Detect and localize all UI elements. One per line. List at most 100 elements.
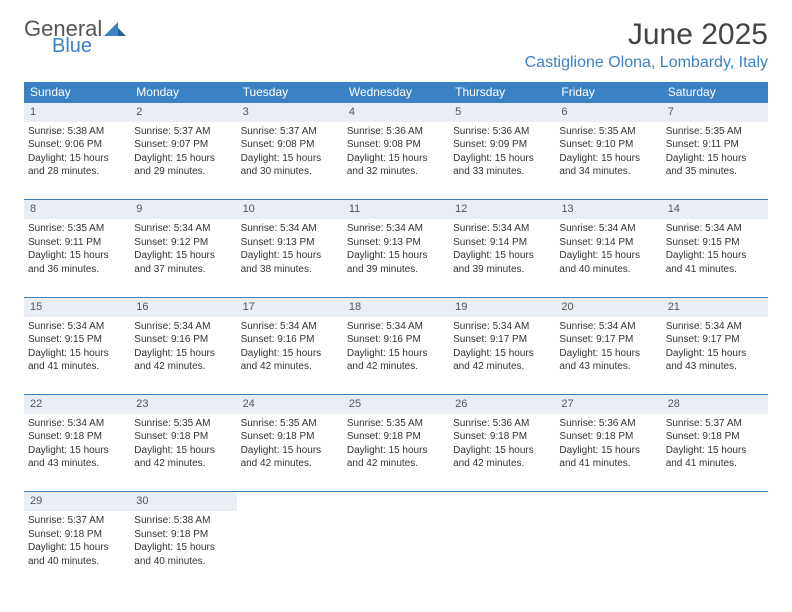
day-cell: Sunrise: 5:34 AMSunset: 9:15 PMDaylight:… [24, 317, 130, 395]
day-details: Sunrise: 5:36 AMSunset: 9:08 PMDaylight:… [347, 125, 445, 179]
header: General Blue June 2025 Castiglione Olona… [0, 0, 792, 76]
day-cell: Sunrise: 5:36 AMSunset: 9:08 PMDaylight:… [343, 122, 449, 200]
location: Castiglione Olona, Lombardy, Italy [525, 54, 768, 72]
day-details: Sunrise: 5:34 AMSunset: 9:13 PMDaylight:… [241, 222, 339, 276]
day-number [662, 492, 768, 511]
day-details: Sunrise: 5:37 AMSunset: 9:18 PMDaylight:… [28, 514, 126, 568]
day-cell: Sunrise: 5:34 AMSunset: 9:13 PMDaylight:… [237, 219, 343, 297]
day-number: 8 [24, 200, 130, 219]
day-number: 7 [662, 103, 768, 122]
day-cell: Sunrise: 5:37 AMSunset: 9:08 PMDaylight:… [237, 122, 343, 200]
day-details: Sunrise: 5:37 AMSunset: 9:07 PMDaylight:… [134, 125, 232, 179]
day-details: Sunrise: 5:34 AMSunset: 9:12 PMDaylight:… [134, 222, 232, 276]
day-content-row: Sunrise: 5:37 AMSunset: 9:18 PMDaylight:… [24, 511, 768, 589]
day-details: Sunrise: 5:34 AMSunset: 9:17 PMDaylight:… [559, 320, 657, 374]
day-cell: Sunrise: 5:38 AMSunset: 9:18 PMDaylight:… [130, 511, 236, 589]
day-details: Sunrise: 5:34 AMSunset: 9:16 PMDaylight:… [241, 320, 339, 374]
day-cell: Sunrise: 5:34 AMSunset: 9:12 PMDaylight:… [130, 219, 236, 297]
day-number: 14 [662, 200, 768, 219]
day-cell: Sunrise: 5:34 AMSunset: 9:17 PMDaylight:… [449, 317, 555, 395]
day-cell: Sunrise: 5:34 AMSunset: 9:17 PMDaylight:… [662, 317, 768, 395]
weekday-header: Friday [555, 82, 661, 103]
day-cell: Sunrise: 5:36 AMSunset: 9:18 PMDaylight:… [449, 414, 555, 492]
day-number: 15 [24, 297, 130, 316]
day-number: 22 [24, 395, 130, 414]
weekday-header: Thursday [449, 82, 555, 103]
day-cell: Sunrise: 5:35 AMSunset: 9:10 PMDaylight:… [555, 122, 661, 200]
day-number [449, 492, 555, 511]
day-details: Sunrise: 5:37 AMSunset: 9:08 PMDaylight:… [241, 125, 339, 179]
day-number: 29 [24, 492, 130, 511]
day-details: Sunrise: 5:35 AMSunset: 9:18 PMDaylight:… [241, 417, 339, 471]
day-cell: Sunrise: 5:34 AMSunset: 9:14 PMDaylight:… [449, 219, 555, 297]
day-details: Sunrise: 5:34 AMSunset: 9:17 PMDaylight:… [666, 320, 764, 374]
day-content-row: Sunrise: 5:34 AMSunset: 9:18 PMDaylight:… [24, 414, 768, 492]
day-details: Sunrise: 5:34 AMSunset: 9:14 PMDaylight:… [453, 222, 551, 276]
day-details: Sunrise: 5:34 AMSunset: 9:15 PMDaylight:… [28, 320, 126, 374]
day-cell: Sunrise: 5:34 AMSunset: 9:16 PMDaylight:… [343, 317, 449, 395]
day-cell: Sunrise: 5:34 AMSunset: 9:18 PMDaylight:… [24, 414, 130, 492]
day-cell: Sunrise: 5:35 AMSunset: 9:11 PMDaylight:… [24, 219, 130, 297]
day-cell [555, 511, 661, 589]
day-cell: Sunrise: 5:36 AMSunset: 9:18 PMDaylight:… [555, 414, 661, 492]
day-number: 10 [237, 200, 343, 219]
day-cell: Sunrise: 5:34 AMSunset: 9:16 PMDaylight:… [130, 317, 236, 395]
day-details: Sunrise: 5:34 AMSunset: 9:16 PMDaylight:… [134, 320, 232, 374]
day-cell: Sunrise: 5:35 AMSunset: 9:18 PMDaylight:… [130, 414, 236, 492]
day-number: 6 [555, 103, 661, 122]
day-cell [343, 511, 449, 589]
day-number: 2 [130, 103, 236, 122]
weekday-header: Saturday [662, 82, 768, 103]
day-cell: Sunrise: 5:34 AMSunset: 9:17 PMDaylight:… [555, 317, 661, 395]
day-cell: Sunrise: 5:34 AMSunset: 9:13 PMDaylight:… [343, 219, 449, 297]
day-cell: Sunrise: 5:35 AMSunset: 9:18 PMDaylight:… [237, 414, 343, 492]
day-details: Sunrise: 5:34 AMSunset: 9:18 PMDaylight:… [28, 417, 126, 471]
day-cell: Sunrise: 5:37 AMSunset: 9:18 PMDaylight:… [662, 414, 768, 492]
day-details: Sunrise: 5:36 AMSunset: 9:18 PMDaylight:… [453, 417, 551, 471]
day-number: 4 [343, 103, 449, 122]
day-details: Sunrise: 5:38 AMSunset: 9:18 PMDaylight:… [134, 514, 232, 568]
day-number-row: 15161718192021 [24, 297, 768, 316]
day-cell [237, 511, 343, 589]
day-number-row: 22232425262728 [24, 395, 768, 414]
day-number: 30 [130, 492, 236, 511]
day-number: 3 [237, 103, 343, 122]
day-cell: Sunrise: 5:36 AMSunset: 9:09 PMDaylight:… [449, 122, 555, 200]
day-number: 27 [555, 395, 661, 414]
day-cell: Sunrise: 5:35 AMSunset: 9:11 PMDaylight:… [662, 122, 768, 200]
day-number [555, 492, 661, 511]
day-number: 24 [237, 395, 343, 414]
day-details: Sunrise: 5:35 AMSunset: 9:11 PMDaylight:… [666, 125, 764, 179]
day-number: 5 [449, 103, 555, 122]
day-number-row: 1234567 [24, 103, 768, 122]
day-cell: Sunrise: 5:35 AMSunset: 9:18 PMDaylight:… [343, 414, 449, 492]
day-number: 1 [24, 103, 130, 122]
day-number: 26 [449, 395, 555, 414]
day-details: Sunrise: 5:35 AMSunset: 9:18 PMDaylight:… [347, 417, 445, 471]
logo: General Blue [24, 18, 126, 56]
day-details: Sunrise: 5:38 AMSunset: 9:06 PMDaylight:… [28, 125, 126, 179]
calendar-body: 1234567Sunrise: 5:38 AMSunset: 9:06 PMDa… [24, 103, 768, 590]
day-details: Sunrise: 5:35 AMSunset: 9:18 PMDaylight:… [134, 417, 232, 471]
day-number: 19 [449, 297, 555, 316]
day-cell: Sunrise: 5:34 AMSunset: 9:16 PMDaylight:… [237, 317, 343, 395]
weekday-header: Sunday [24, 82, 130, 103]
day-number: 12 [449, 200, 555, 219]
day-number: 21 [662, 297, 768, 316]
day-details: Sunrise: 5:34 AMSunset: 9:17 PMDaylight:… [453, 320, 551, 374]
weekday-header: Monday [130, 82, 236, 103]
day-cell: Sunrise: 5:38 AMSunset: 9:06 PMDaylight:… [24, 122, 130, 200]
day-details: Sunrise: 5:35 AMSunset: 9:11 PMDaylight:… [28, 222, 126, 276]
day-number: 23 [130, 395, 236, 414]
day-details: Sunrise: 5:34 AMSunset: 9:13 PMDaylight:… [347, 222, 445, 276]
day-details: Sunrise: 5:34 AMSunset: 9:16 PMDaylight:… [347, 320, 445, 374]
day-details: Sunrise: 5:36 AMSunset: 9:18 PMDaylight:… [559, 417, 657, 471]
day-number: 13 [555, 200, 661, 219]
day-content-row: Sunrise: 5:34 AMSunset: 9:15 PMDaylight:… [24, 317, 768, 395]
day-number: 11 [343, 200, 449, 219]
day-cell: Sunrise: 5:37 AMSunset: 9:18 PMDaylight:… [24, 511, 130, 589]
day-details: Sunrise: 5:36 AMSunset: 9:09 PMDaylight:… [453, 125, 551, 179]
day-details: Sunrise: 5:35 AMSunset: 9:10 PMDaylight:… [559, 125, 657, 179]
day-number-row: 891011121314 [24, 200, 768, 219]
weekday-header-row: SundayMondayTuesdayWednesdayThursdayFrid… [24, 82, 768, 103]
